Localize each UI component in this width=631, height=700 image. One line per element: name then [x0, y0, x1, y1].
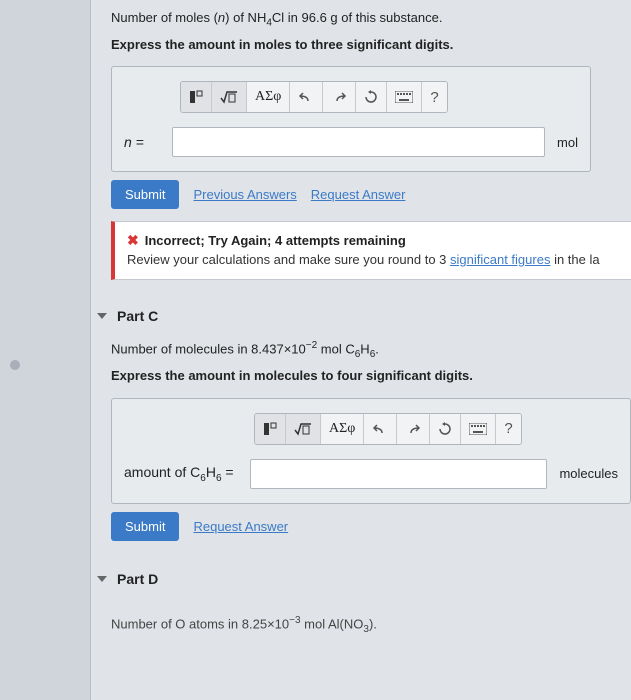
lhs-label: n =: [124, 134, 164, 150]
format-toolbar: ΑΣφ ?: [180, 81, 448, 113]
redo-btn[interactable]: [397, 414, 430, 444]
greek-btn[interactable]: ΑΣφ: [247, 82, 290, 112]
page-content: Number of moles (n) of NH4Cl in 96.6 g o…: [90, 0, 631, 700]
redo-btn[interactable]: [323, 82, 356, 112]
feedback-header: ✖ Incorrect; Try Again; 4 attempts remain…: [127, 232, 628, 249]
chevron-down-icon: [97, 576, 107, 582]
text: ).: [369, 616, 377, 631]
feedback-body: Review your calculations and make sure y…: [127, 251, 628, 269]
partc-header[interactable]: Part C: [87, 300, 631, 332]
reset-btn[interactable]: [356, 82, 387, 112]
partc-body: Number of molecules in 8.437×10−2 mol C6…: [111, 332, 631, 562]
text: Number of moles (: [111, 10, 218, 25]
partb-instruction: Express the amount in moles to three sig…: [111, 35, 631, 55]
templates-btn[interactable]: [181, 82, 212, 112]
unit-molecules: molecules: [555, 466, 618, 481]
partc-instruction: Express the amount in molecules to four …: [111, 366, 631, 386]
radical-btn[interactable]: [286, 414, 321, 444]
exp: −2: [306, 340, 317, 351]
sig-figs-link[interactable]: significant figures: [450, 252, 550, 267]
text: mol Al(NO: [301, 616, 364, 631]
gutter-dot: [10, 360, 20, 370]
partb-answer-input[interactable]: [172, 127, 545, 157]
undo-btn[interactable]: [364, 414, 397, 444]
help-btn[interactable]: ?: [496, 414, 520, 444]
x-icon: ✖: [127, 232, 139, 248]
text: Review your calculations and make sure y…: [127, 252, 450, 267]
chevron-down-icon: [97, 313, 107, 319]
partb-input-row: n = mol: [124, 127, 578, 157]
greek-btn[interactable]: ΑΣφ: [321, 414, 364, 444]
keyboard-btn[interactable]: [461, 414, 496, 444]
left-gutter: [0, 0, 90, 700]
feedback-box: ✖ Incorrect; Try Again; 4 attempts remain…: [111, 221, 631, 280]
unit-mol: mol: [553, 135, 578, 150]
request-answer-link[interactable]: Request Answer: [193, 519, 288, 534]
text: .: [375, 342, 379, 357]
text: H: [360, 342, 369, 357]
partc-title: Part C: [117, 308, 158, 324]
partc-answer-box: ΑΣφ ? amount of C6H6 =: [111, 398, 631, 504]
text: mol C: [317, 342, 355, 357]
partb-actions: Submit Previous Answers Request Answer: [111, 180, 631, 209]
exp: −3: [289, 615, 300, 626]
partd-teaser: Number of O atoms in 8.25×10−3 mol Al(NO…: [111, 615, 631, 635]
text: in the la: [550, 252, 599, 267]
undo-btn[interactable]: [290, 82, 323, 112]
partc-prompt: Number of molecules in 8.437×10−2 mol C6…: [111, 338, 631, 362]
reset-btn[interactable]: [430, 414, 461, 444]
radical-btn[interactable]: [212, 82, 247, 112]
keyboard-btn[interactable]: [387, 82, 422, 112]
partb-prompt: Number of moles (n) of NH4Cl in 96.6 g o…: [111, 8, 631, 31]
submit-button[interactable]: Submit: [111, 180, 179, 209]
partd-header[interactable]: Part D: [87, 563, 631, 595]
partd-title: Part D: [117, 571, 158, 587]
submit-button[interactable]: Submit: [111, 512, 179, 541]
partc-actions: Submit Request Answer: [111, 512, 631, 541]
partc-input-row: amount of C6H6 = molecules: [124, 459, 618, 489]
text: Number of molecules in 8.437×10: [111, 342, 306, 357]
help-btn[interactable]: ?: [422, 82, 446, 112]
templates-btn[interactable]: [255, 414, 286, 444]
text: Cl in 96.6 g of this substance.: [272, 10, 443, 25]
partc-answer-input[interactable]: [250, 459, 547, 489]
previous-answers-link[interactable]: Previous Answers: [193, 187, 296, 202]
text: ) of NH: [225, 10, 266, 25]
lhs-label: amount of C6H6 =: [124, 464, 242, 484]
feedback-title: Incorrect; Try Again; 4 attempts remaini…: [145, 233, 406, 248]
partb-answer-box: ΑΣφ ? n = mol: [111, 66, 591, 172]
request-answer-link[interactable]: Request Answer: [311, 187, 406, 202]
format-toolbar: ΑΣφ ?: [254, 413, 522, 445]
text: Number of O atoms in 8.25×10: [111, 616, 289, 631]
